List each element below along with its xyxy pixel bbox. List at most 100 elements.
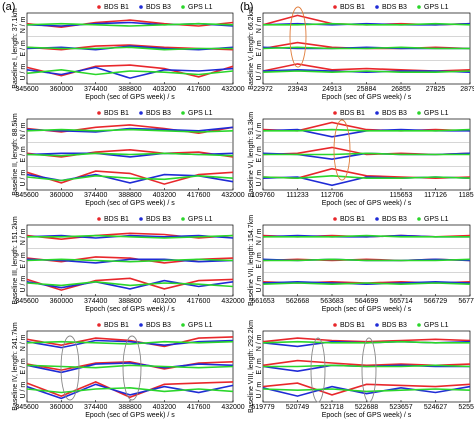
series-line — [26, 383, 234, 400]
x-tick-label: 23943 — [288, 86, 308, 93]
x-tick-label: 345600 — [15, 298, 38, 305]
x-tick-label: 25884 — [357, 86, 377, 93]
legend-label: GPS L1 — [188, 322, 213, 329]
x-tick-label: 388800 — [118, 86, 141, 93]
x-tick-label: 432000 — [221, 404, 244, 411]
component-label: E / m — [256, 252, 263, 269]
series-line — [26, 232, 234, 241]
series-line — [26, 258, 234, 263]
x-tick-label: 566729 — [424, 298, 447, 305]
legend-label: BDS B1 — [104, 110, 129, 117]
legend-marker — [375, 217, 379, 221]
series-line — [262, 385, 471, 397]
y-axis-label: Baseline V, length: 66.2km — [248, 7, 255, 90]
y-axis-label: Baseline VI, length: 91.3km — [248, 112, 255, 197]
legend-marker — [417, 217, 421, 221]
series-line — [26, 340, 234, 345]
component-label: N / m — [256, 334, 263, 351]
x-tick-label: 565714 — [389, 298, 412, 305]
x-tick-label: 403200 — [153, 192, 176, 199]
legend-label: BDS B1 — [340, 110, 365, 117]
component-label: U / m — [256, 276, 263, 293]
legend-marker — [417, 111, 421, 115]
x-tick-label: 360000 — [50, 404, 73, 411]
legend-label: BDS B3 — [382, 4, 407, 11]
x-tick-label: 28796 — [460, 86, 474, 93]
legend-marker — [417, 323, 421, 327]
legend-label: GPS L1 — [424, 110, 449, 117]
highlight-ellipse — [361, 337, 377, 403]
series-line — [262, 70, 471, 74]
component-label: E / m — [20, 146, 27, 163]
series-line — [26, 234, 234, 239]
legend-marker — [181, 5, 185, 9]
component-label: U / m — [20, 276, 27, 293]
series-line — [262, 174, 471, 180]
component-label: N / m — [256, 228, 263, 245]
legend-label: BDS B1 — [104, 4, 129, 11]
series-line — [263, 234, 470, 238]
x-tick-label: 524627 — [424, 404, 447, 411]
series-line — [262, 282, 471, 286]
highlight-ellipse — [60, 335, 80, 401]
legend-label: BDS B3 — [146, 4, 171, 11]
x-tick-label: 417600 — [187, 86, 210, 93]
x-tick-label: 388800 — [118, 404, 141, 411]
legend-label: BDS B1 — [340, 4, 365, 11]
series-line — [26, 66, 234, 79]
highlight-ellipse — [310, 337, 326, 403]
legend-marker — [139, 323, 143, 327]
y-axis-label: Baseline IV, length: 241.7km — [12, 322, 19, 411]
series-line — [26, 22, 234, 27]
component-label: N / m — [20, 16, 27, 33]
legend-label: BDS B3 — [146, 110, 171, 117]
legend-marker — [97, 323, 101, 327]
x-tick-label: 564699 — [355, 298, 378, 305]
x-tick-label: 345600 — [15, 192, 38, 199]
series-line — [262, 280, 471, 286]
x-tick-label: 374400 — [84, 298, 107, 305]
component-label: N / m — [256, 122, 263, 139]
series-line — [26, 279, 234, 290]
series-line — [26, 174, 234, 182]
x-tick-label: 24913 — [322, 86, 342, 93]
legend-marker — [333, 111, 337, 115]
legend-label: BDS B3 — [382, 110, 407, 117]
legend-label: BDS B1 — [104, 216, 129, 223]
component-label: N / m — [20, 122, 27, 139]
component-label: E / m — [20, 40, 27, 57]
legend-label: BDS B1 — [104, 322, 129, 329]
component-label: E / m — [256, 146, 263, 163]
legend-marker — [333, 323, 337, 327]
x-tick-label: 520749 — [286, 404, 309, 411]
x-tick-label: 417600 — [187, 298, 210, 305]
series-line — [26, 170, 234, 185]
x-tick-label: 567744 — [458, 298, 474, 305]
x-tick-label: 417600 — [187, 404, 210, 411]
component-label: E / m — [256, 40, 263, 57]
x-tick-label: 563683 — [320, 298, 343, 305]
x-tick-label: 118599 — [459, 192, 474, 199]
series-line — [26, 126, 234, 133]
series-line — [26, 152, 234, 157]
series-line — [263, 364, 471, 368]
component-label: U / m — [256, 64, 263, 81]
x-axis-label: Epoch (sec of GPS week) / s — [322, 200, 412, 207]
legend-label: BDS B1 — [340, 322, 365, 329]
x-tick-label: 374400 — [84, 86, 107, 93]
legend-marker — [139, 5, 143, 9]
series-line — [262, 337, 471, 343]
component-label: N / m — [20, 334, 27, 351]
component-label: N / m — [256, 16, 263, 33]
x-tick-label: 523657 — [389, 404, 412, 411]
series-line — [263, 22, 471, 26]
legend-marker — [139, 111, 143, 115]
series-line — [262, 359, 471, 367]
legend-label: BDS B3 — [146, 216, 171, 223]
x-tick-label: 403200 — [153, 298, 176, 305]
legend-label: GPS L1 — [188, 110, 213, 117]
series-line — [26, 148, 234, 158]
series-line — [26, 280, 234, 288]
x-tick-label: 360000 — [50, 192, 73, 199]
